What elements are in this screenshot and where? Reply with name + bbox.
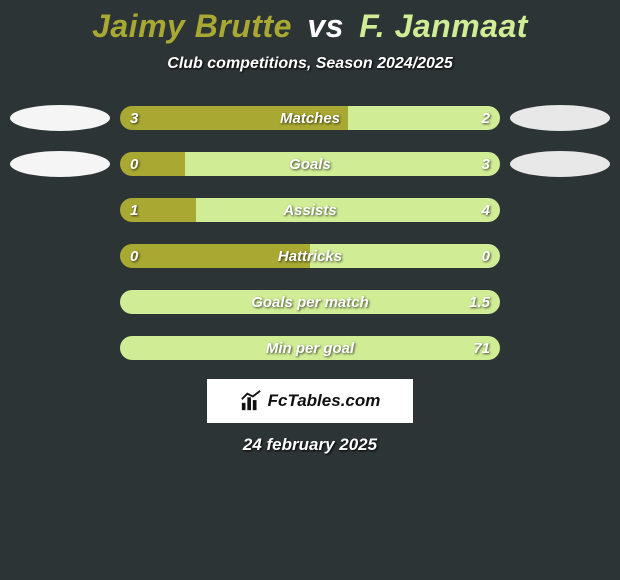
player-photo-placeholder: [510, 105, 610, 131]
bar-segment-left: [120, 106, 348, 130]
bar-segment-right: [348, 106, 500, 130]
subtitle: Club competitions, Season 2024/2025: [0, 55, 620, 73]
bar-segment-left: [120, 152, 185, 176]
title-player2: F. Janmaat: [359, 8, 528, 44]
bar-segment-right: [120, 336, 500, 360]
bar-segment-left: [120, 198, 196, 222]
stat-row: 0Goals3: [0, 141, 620, 187]
bar-segment-left: [120, 244, 310, 268]
stat-row: 0Hattricks0: [0, 233, 620, 279]
branding-text: FcTables.com: [268, 391, 381, 411]
stat-row: 1Assists4: [0, 187, 620, 233]
stat-row: Min per goal71: [0, 325, 620, 371]
chart-icon: [240, 390, 262, 412]
photo-slot-left: [10, 151, 110, 177]
bar-segment-right: [196, 198, 500, 222]
stat-bar: 3Matches2: [120, 106, 500, 130]
title: Jaimy Brutte vs F. Janmaat: [0, 8, 620, 45]
bar-segment-right: [310, 244, 500, 268]
bar-segment-right: [185, 152, 500, 176]
stat-row: 3Matches2: [0, 95, 620, 141]
player-photo-placeholder: [510, 151, 610, 177]
stat-rows: 3Matches2 0Goals3 1Assists4 0Hattricks0 Goal…: [0, 95, 620, 371]
stat-bar: 0Hattricks0: [120, 244, 500, 268]
title-player1: Jaimy Brutte: [92, 8, 292, 44]
date: 24 february 2025: [0, 435, 620, 455]
stat-bar: Min per goal71: [120, 336, 500, 360]
player-photo-placeholder: [10, 105, 110, 131]
comparison-infographic: Jaimy Brutte vs F. Janmaat Club competit…: [0, 0, 620, 455]
branding-badge: FcTables.com: [207, 379, 413, 423]
bar-segment-right: [120, 290, 500, 314]
photo-slot-left: [10, 105, 110, 131]
stat-bar: Goals per match1.5: [120, 290, 500, 314]
photo-slot-right: [510, 151, 610, 177]
stat-row: Goals per match1.5: [0, 279, 620, 325]
title-vs: vs: [307, 8, 344, 44]
stat-bar: 0Goals3: [120, 152, 500, 176]
player-photo-placeholder: [10, 151, 110, 177]
stat-bar: 1Assists4: [120, 198, 500, 222]
photo-slot-right: [510, 105, 610, 131]
